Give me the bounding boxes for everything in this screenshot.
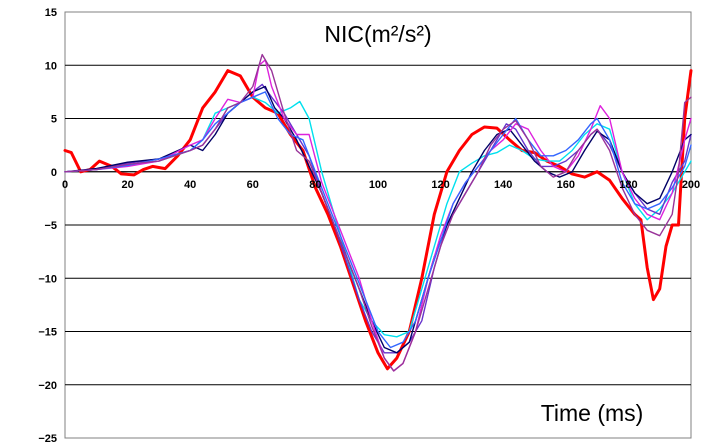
x-tick-label: 0 bbox=[62, 179, 68, 191]
y-tick-label: −15 bbox=[38, 327, 57, 339]
x-axis-label: Time (ms) bbox=[541, 400, 644, 426]
y-tick-label: −25 bbox=[38, 433, 57, 445]
x-tick-label: 80 bbox=[309, 179, 321, 191]
x-tick-label: 160 bbox=[557, 179, 575, 191]
x-tick-label: 180 bbox=[619, 179, 637, 191]
y-tick-label: −5 bbox=[44, 220, 57, 232]
y-tick-label: 15 bbox=[45, 7, 57, 19]
x-tick-label: 200 bbox=[682, 179, 700, 191]
y-tick-label: −10 bbox=[38, 273, 57, 285]
y-tick-label: 0 bbox=[51, 167, 57, 179]
x-tick-label: 120 bbox=[431, 179, 449, 191]
series-line-1 bbox=[63, 69, 693, 371]
y-tick-label: 10 bbox=[45, 60, 57, 72]
series-line-7 bbox=[64, 53, 692, 372]
x-tick-label: 20 bbox=[121, 179, 133, 191]
x-tick-labels: 0 20 40 60 80 100 120 140 160 180 200 bbox=[62, 179, 700, 191]
x-tick-label: 60 bbox=[247, 179, 259, 191]
x-tick-label: 100 bbox=[369, 179, 387, 191]
series-line-6 bbox=[64, 91, 692, 349]
y-tick-labels: 15 10 5 0 −5 −10 −15 −20 −25 bbox=[38, 7, 57, 445]
y-tick-label: −20 bbox=[38, 380, 57, 392]
y-tick-label: 5 bbox=[51, 114, 57, 126]
x-tick-label: 40 bbox=[184, 179, 196, 191]
chart-title: NIC(m²/s²) bbox=[324, 21, 431, 47]
series-lines bbox=[63, 53, 693, 372]
x-tick-label: 140 bbox=[494, 179, 512, 191]
